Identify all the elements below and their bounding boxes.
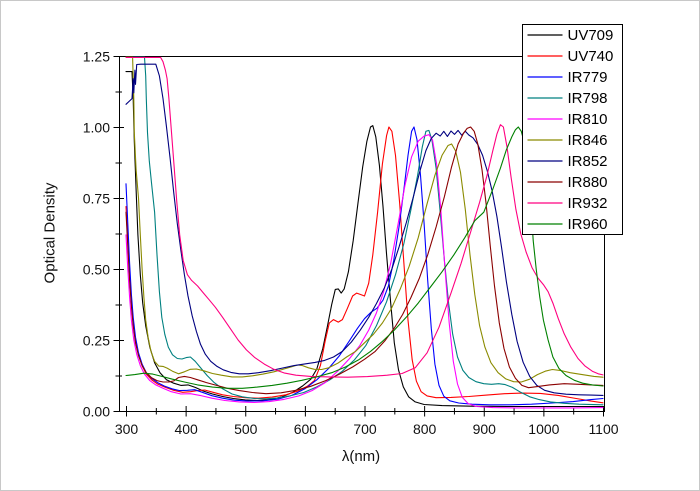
legend-item-IR798: IR798 (527, 90, 608, 107)
legend-label: UV740 (568, 48, 614, 65)
series-curve-IR852 (125, 63, 604, 396)
y-tick-label: 0.75 (83, 191, 110, 207)
legend-item-IR852: IR852 (527, 153, 608, 170)
y-tick-label: 0.00 (83, 404, 110, 420)
legend-label: IR798 (568, 90, 608, 107)
series-curve-UV740 (125, 126, 604, 404)
legend-label: IR852 (568, 153, 608, 170)
legend-item-IR960: IR960 (527, 216, 608, 233)
legend-item-IR880: IR880 (527, 174, 608, 191)
x-tick-label: 900 (473, 421, 497, 437)
series-curve-IR779 (125, 126, 604, 406)
legend-item-IR932: IR932 (527, 195, 608, 212)
legend-item-IR810: IR810 (527, 111, 608, 128)
x-tick-label: 500 (234, 421, 258, 437)
x-tick-label: 700 (353, 421, 377, 437)
legend-label: IR810 (568, 111, 608, 128)
x-axis-title: λ(nm) (341, 448, 381, 465)
series-curve-IR932 (125, 56, 604, 378)
x-tick-label: 800 (413, 421, 437, 437)
series-curve-IR880 (125, 126, 604, 395)
legend-box (522, 24, 623, 235)
x-tick-label: 300 (115, 421, 139, 437)
legend-label: IR932 (568, 195, 608, 212)
y-tick-label: 0.50 (83, 262, 110, 278)
legend-item-UV709: UV709 (527, 27, 614, 44)
legend-item-UV740: UV740 (527, 48, 614, 65)
x-tick-label: 1100 (588, 421, 618, 437)
curves-layer (125, 56, 604, 409)
series-curve-IR846 (125, 56, 604, 383)
y-tick-label: 1.25 (83, 49, 110, 65)
legend-item-IR846: IR846 (527, 132, 608, 149)
legend: UV709 UV740 IR779 IR798 IR810 IR846 IR852 IR880… (522, 24, 623, 235)
x-tick-label: 1000 (528, 421, 559, 437)
legend-item-IR779: IR779 (527, 69, 608, 86)
x-tick-label: 400 (174, 421, 198, 437)
legend-label: IR960 (568, 216, 608, 233)
x-tick-label: 600 (294, 421, 318, 437)
legend-label: IR779 (568, 69, 608, 86)
y-axis-title: Optical Density (41, 182, 59, 284)
legend-label: IR880 (568, 174, 608, 191)
series-curve-IR960 (125, 126, 604, 389)
legend-label: UV709 (568, 27, 614, 44)
y-tick-label: 1.00 (83, 120, 110, 136)
legend-label: IR846 (568, 132, 608, 149)
y-tick-label: 0.25 (83, 333, 110, 349)
